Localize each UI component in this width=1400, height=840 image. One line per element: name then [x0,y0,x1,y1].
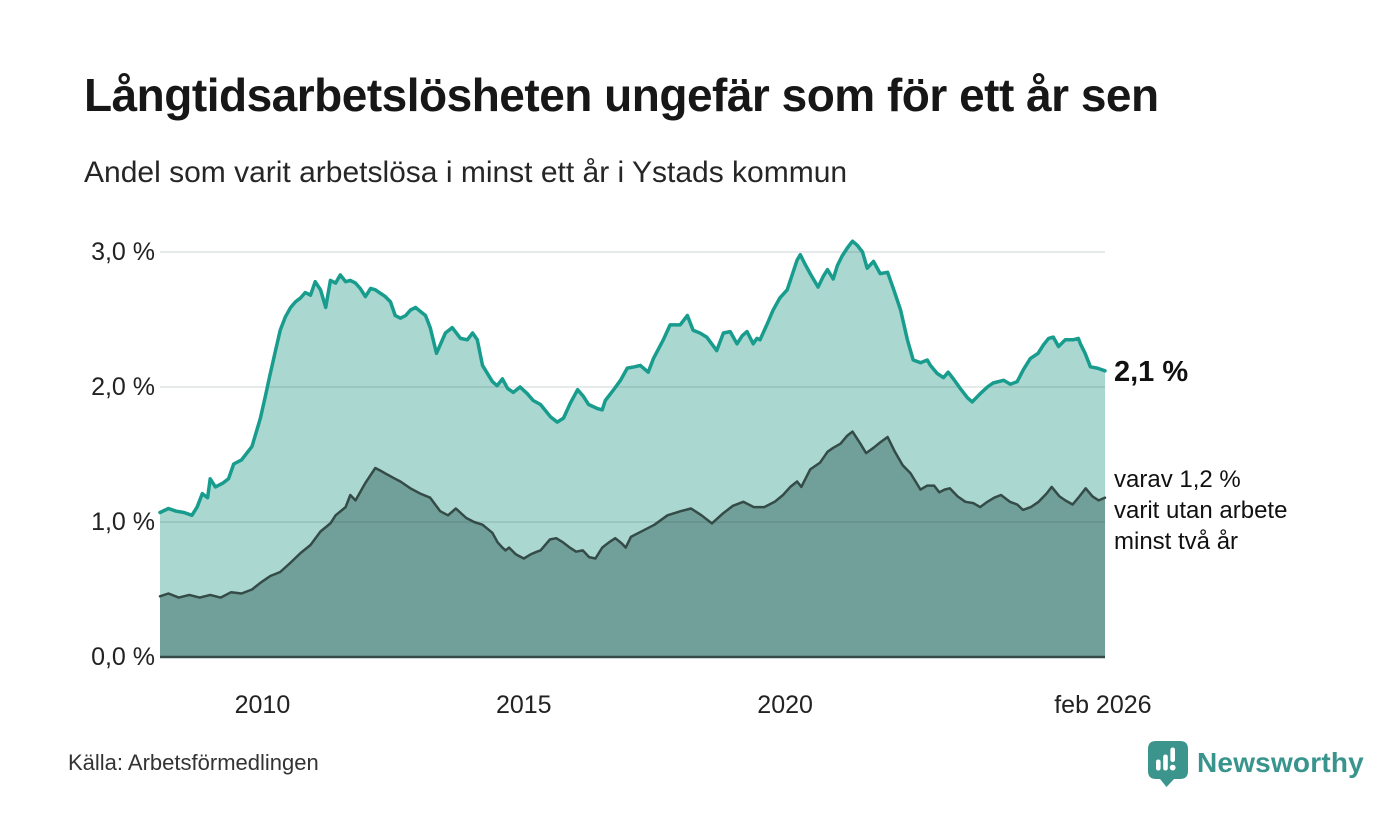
logo-bar-short [1156,759,1161,771]
x-tick-label: 2020 [757,691,813,719]
logo-exclamation-dot [1169,764,1176,771]
brand-wordmark: Newsworthy [1197,747,1364,778]
source-note: Källa: Arbetsförmedlingen [68,750,319,775]
y-tick-label: 0,0 % [91,643,155,671]
x-tick-label: 2010 [234,691,291,719]
series-end-label-total: 2,1 % [1114,356,1189,388]
x-tick-label: feb 2026 [1054,691,1152,719]
newsworthy-logo-icon [1148,741,1188,787]
logo-bar-tall [1163,754,1168,771]
x-tick-label: 2015 [495,691,552,719]
logo-exclamation-bar [1170,747,1175,762]
page-subtitle: Andel som varit arbetslösa i minst ett å… [84,156,848,189]
y-tick-label: 1,0 % [91,508,155,536]
y-tick-label: 2,0 % [91,373,155,401]
y-tick-label: 3,0 % [91,238,155,266]
page-title: Långtidsarbetslösheten ungefär som för e… [84,69,1159,121]
series-end-label-two-years: varav 1,2 % varit utan arbete minst två … [1114,466,1288,555]
